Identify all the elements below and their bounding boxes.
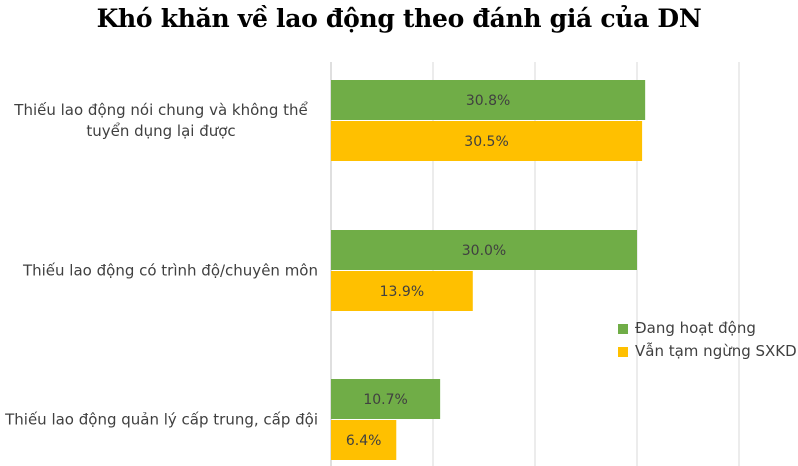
- data-label: 30.5%: [464, 134, 508, 150]
- category-label: Thiếu lao động có trình độ/chuyên môn: [22, 262, 318, 280]
- legend: Đang hoạt động Vẫn tạm ngừng SXKD: [618, 319, 797, 360]
- data-label: 10.7%: [363, 392, 407, 408]
- legend-entry: Đang hoạt động: [635, 319, 756, 337]
- bar-dang-hoat-dong-0: [331, 80, 646, 120]
- category-label: Thiếu lao động nói chung và không thể: [13, 101, 308, 119]
- data-label: 30.8%: [466, 93, 510, 109]
- bar-dang-hoat-dong-2: [331, 379, 441, 419]
- data-label: 30.0%: [462, 243, 506, 259]
- bars: 30.8% 30.5% 30.0% 13.9% 10.7% 6.4%: [331, 80, 646, 460]
- bar-tam-ngung-0: [331, 121, 643, 161]
- category-label: Thiếu lao động quản lý cấp trung, cấp độ…: [4, 411, 318, 429]
- bar-tam-ngung-1: [331, 271, 473, 311]
- legend-swatch: [618, 347, 628, 357]
- legend-entry: Vẫn tạm ngừng SXKD: [635, 342, 797, 360]
- data-label: 13.9%: [380, 284, 424, 300]
- data-label: 6.4%: [346, 433, 382, 449]
- bar-tam-ngung-2: [331, 420, 397, 460]
- category-labels: Thiếu lao động nói chung và không thể tuy…: [4, 101, 318, 429]
- category-label: tuyển dụng lại được: [86, 122, 235, 140]
- legend-swatch: [618, 324, 628, 334]
- chart-title: Khó khăn về lao động theo đánh giá của D…: [96, 4, 702, 33]
- bar-dang-hoat-dong-1: [331, 230, 637, 270]
